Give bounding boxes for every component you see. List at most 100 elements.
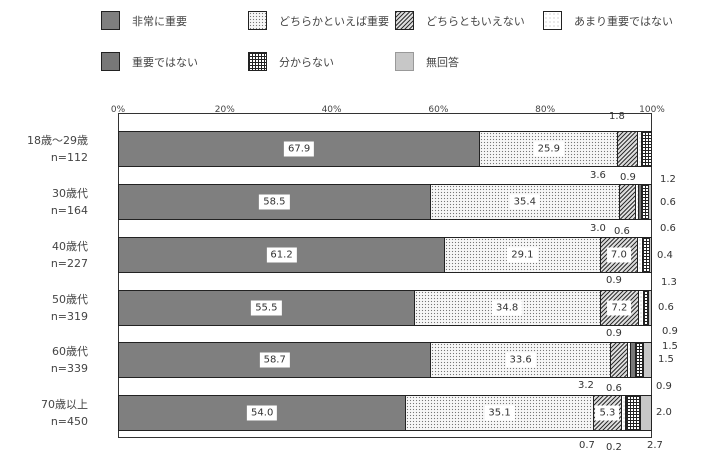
row-group-label: 50歳代: [52, 293, 88, 306]
callout-value-label: 3.0: [590, 223, 606, 234]
callout-value-label: 0.9: [662, 326, 678, 337]
legend-item-not-important: 重要ではない: [101, 52, 198, 71]
bar-segment: 7.2: [600, 290, 640, 326]
legend-item-not-very-important: あまり重要ではない: [543, 11, 673, 30]
callout-value-label: 3.6: [590, 170, 606, 181]
legend-label: 無回答: [426, 55, 459, 69]
segment-value-label: 34.8: [492, 300, 523, 316]
callout-value-label: 0.9: [656, 381, 672, 392]
callout-value-label: 0.2: [606, 442, 622, 453]
callout-value-label: 1.5: [658, 354, 674, 365]
row-n-label: n=450: [50, 415, 88, 428]
row-group-label: 40歳代: [52, 240, 88, 253]
plot-area: [118, 113, 652, 438]
segment-value-label: 55.5: [251, 300, 282, 316]
bar-segment: [639, 184, 643, 220]
legend-label: 重要ではない: [132, 55, 198, 69]
bar-segment: [642, 237, 650, 273]
callout-value-label: 0.6: [614, 226, 630, 237]
row-n-label: n=112: [50, 151, 88, 164]
legend-swatch: [395, 52, 414, 71]
bar-segment: [642, 131, 652, 167]
axis-tick-label: 60%: [428, 105, 449, 115]
legend-swatch: [395, 11, 414, 30]
row-group-label: 18歳～29歳: [27, 134, 88, 147]
callout-value-label: 0.4: [657, 250, 673, 261]
stacked-bar: 55.5 34.8 7.2: [118, 290, 652, 326]
legend-label: 分からない: [279, 55, 334, 69]
bar-segment: [622, 395, 626, 431]
bar-segment: [625, 395, 627, 431]
legend-item-neither: どちらともいえない: [395, 11, 525, 30]
bar-segment: [649, 237, 652, 273]
bar-segment: [643, 290, 649, 326]
axis-tick-label: 40%: [321, 105, 342, 115]
callout-value-label: 1.2: [660, 174, 676, 185]
callout-value-label: 0.9: [606, 328, 622, 339]
segment-value-label: 67.9: [283, 141, 315, 157]
chart-legend: 非常に重要 どちらかといえば重要 どちらともいえない あまり重要ではない 重要で…: [0, 0, 710, 80]
row-n-label: n=164: [50, 204, 88, 217]
bar-segment: [635, 342, 644, 378]
segment-value-label: 61.2: [266, 247, 297, 263]
legend-label: どちらともいえない: [426, 14, 525, 28]
callout-value-label: 0.7: [579, 440, 595, 451]
segment-value-label: 35.4: [509, 194, 540, 210]
bar-segment: 25.9: [480, 131, 619, 167]
axis-tick-label: 100%: [639, 105, 665, 115]
legend-item-very-important: 非常に重要: [101, 11, 187, 30]
stacked-bar: 58.5 35.4: [118, 184, 652, 220]
stacked-bar: 58.7 33.6: [118, 342, 652, 378]
legend-item-somewhat-important: どちらかといえば重要: [248, 11, 389, 30]
row-label: 40歳代 n=227: [0, 238, 88, 272]
bar-segment: 58.7: [118, 342, 432, 378]
bar-segment: [627, 342, 632, 378]
segment-value-label: 58.5: [259, 194, 290, 210]
row-label: 18歳～29歳 n=112: [0, 132, 88, 166]
bar-segment: [635, 184, 640, 220]
bar-segment: 67.9: [118, 131, 481, 167]
callout-value-label: 0.9: [606, 275, 622, 286]
bar-segment: 61.2: [118, 237, 446, 273]
callout-value-label: 1.3: [661, 277, 677, 288]
bar-segment: 35.4: [430, 184, 620, 220]
bar-segment: [610, 342, 628, 378]
bar-segment: [642, 184, 649, 220]
callout-value-label: 0.6: [606, 383, 622, 394]
row-label: 30歳代 n=164: [0, 185, 88, 219]
segment-value-label: 25.9: [533, 141, 564, 157]
legend-swatch: [101, 11, 120, 30]
callout-value-label: 2.7: [647, 440, 663, 451]
bar-segment: [641, 395, 652, 431]
callout-value-label: 3.2: [578, 380, 594, 391]
stacked-bar: 61.2 29.1 7.0: [118, 237, 652, 273]
segment-value-label: 7.0: [606, 247, 631, 263]
bar-segment: 55.5: [118, 290, 415, 326]
segment-value-label: 58.7: [259, 352, 290, 368]
row-label: 50歳代 n=319: [0, 291, 88, 325]
segment-value-label: 29.1: [507, 247, 538, 263]
callout-value-label: 1.5: [662, 341, 678, 352]
bar-segment: [643, 342, 652, 378]
segment-value-label: 54.0: [247, 405, 278, 421]
segment-value-label: 33.6: [505, 352, 536, 368]
bar-segment: 54.0: [118, 395, 407, 431]
row-label: 70歳以上 n=450: [0, 396, 88, 430]
bar-segment: 7.0: [600, 237, 639, 273]
legend-swatch: [543, 11, 562, 30]
bar-segment: [639, 290, 644, 326]
bar-segment: 34.8: [414, 290, 601, 326]
row-n-label: n=319: [50, 310, 88, 323]
bar-segment: [626, 395, 642, 431]
axis-tick-label: 0%: [110, 105, 126, 115]
legend-label: あまり重要ではない: [574, 14, 673, 28]
axis-tick-label: 80%: [535, 105, 556, 115]
legend-swatch: [248, 52, 267, 71]
row-label: 60歳代 n=339: [0, 343, 88, 377]
stacked-bar: 54.0 35.1 5.3: [118, 395, 652, 431]
callout-value-label: 0.6: [660, 197, 676, 208]
callout-value-label: 0.9: [620, 172, 636, 183]
callout-value-label: 1.8: [609, 111, 625, 122]
callout-value-label: 0.6: [660, 223, 676, 234]
legend-label: 非常に重要: [132, 14, 187, 28]
